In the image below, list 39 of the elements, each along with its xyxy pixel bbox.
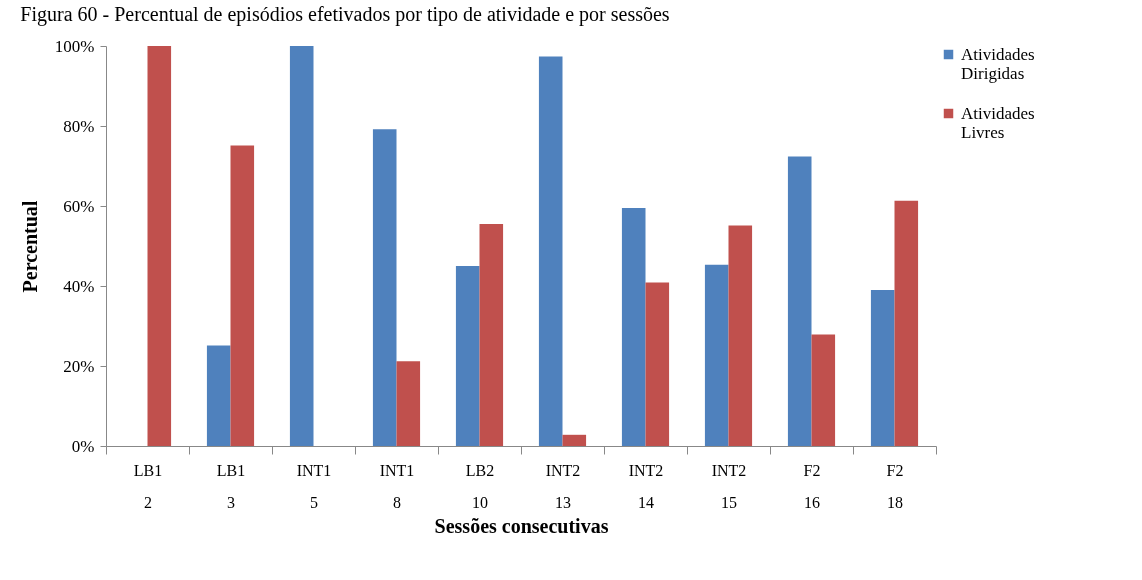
legend-label: Atividades Livres [961, 103, 1035, 142]
bar [538, 56, 563, 446]
x-tick-label: INT1 5 [296, 461, 332, 511]
bar [479, 224, 504, 446]
y-axis-title: Percentual [18, 200, 41, 293]
bar [870, 290, 895, 446]
bar [704, 264, 729, 446]
bar [645, 282, 670, 446]
bar [230, 145, 255, 446]
bar [728, 225, 753, 446]
bar [562, 434, 587, 446]
y-tick-label: 0% [71, 436, 95, 456]
x-tick-label: INT2 13 [545, 461, 581, 511]
legend-label: Atividades Dirigidas [961, 44, 1035, 83]
bar [206, 345, 231, 446]
y-tick-label: 80% [63, 116, 95, 136]
bar [147, 46, 172, 446]
chart-title: Figura 60 - Percentual de episódios efetivados por tipo de atividade e por sessões [20, 3, 670, 26]
bar [621, 208, 646, 446]
y-tick-label: 100% [54, 36, 95, 56]
x-tick-label: INT2 15 [711, 461, 747, 511]
x-tick-label: INT1 8 [379, 461, 415, 511]
x-tick-label: LB2 10 [465, 461, 495, 511]
bar [455, 266, 480, 446]
x-axis-title: Sessões consecutivas [434, 514, 609, 537]
x-tick-label: LB1 3 [216, 461, 246, 511]
x-tick-label: F2 16 [803, 461, 821, 511]
y-tick-label: 20% [63, 356, 95, 376]
bar [396, 361, 421, 446]
x-tick-label: INT2 14 [628, 461, 664, 511]
bar [894, 200, 919, 446]
bar [289, 46, 314, 446]
bar [811, 334, 836, 446]
x-tick-label: F2 18 [886, 461, 904, 511]
bar [372, 129, 397, 446]
y-tick-label: 60% [63, 196, 95, 216]
y-tick-label: 40% [63, 276, 95, 296]
bar [787, 156, 812, 446]
x-tick-label: LB1 2 [133, 461, 163, 511]
